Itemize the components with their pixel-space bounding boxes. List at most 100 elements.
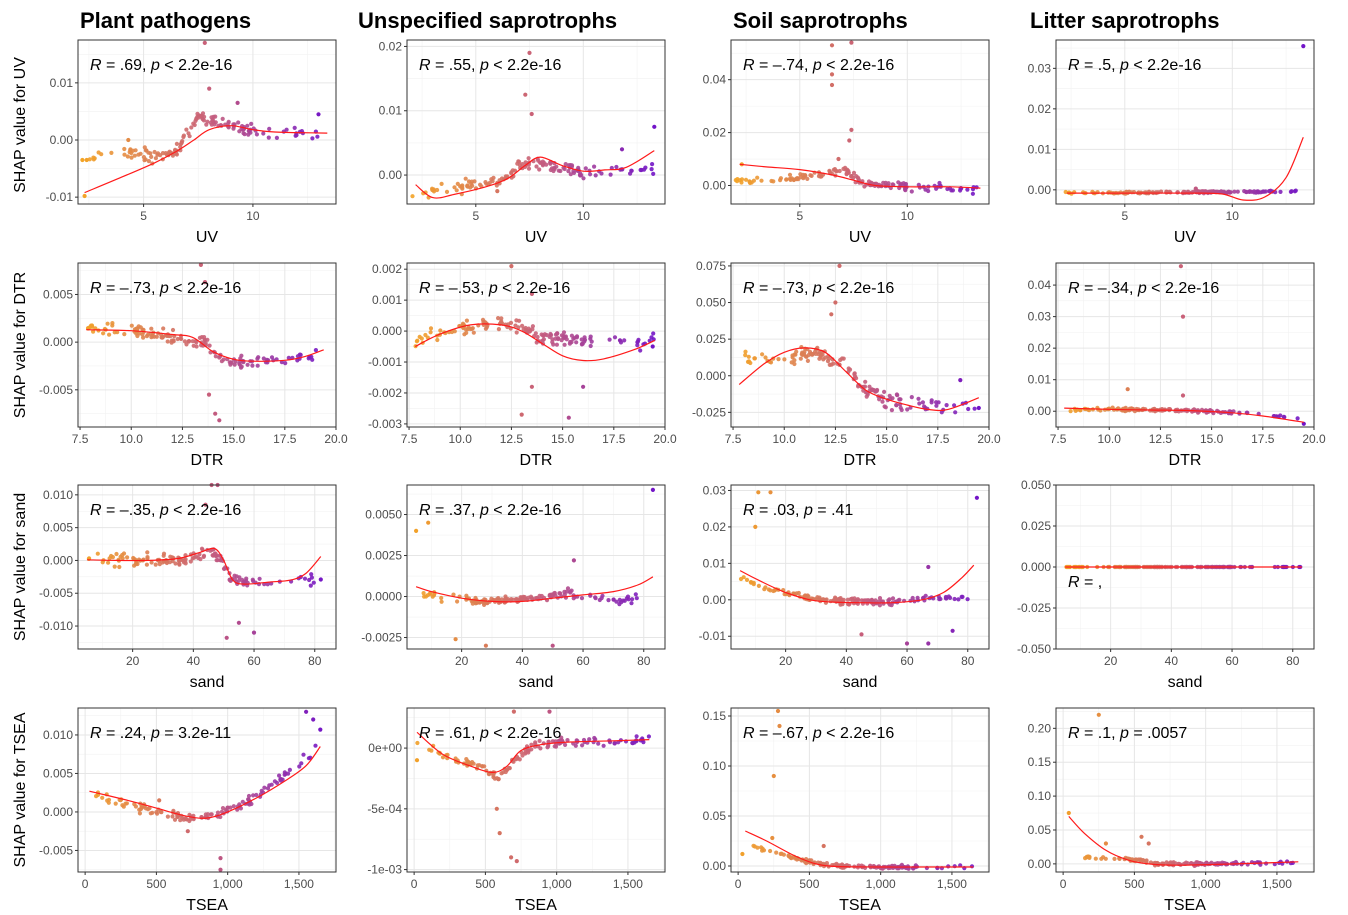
- loess-fit-line: [1066, 136, 1304, 201]
- data-point: [587, 737, 592, 742]
- data-point: [606, 598, 611, 603]
- data-point: [541, 333, 546, 338]
- annotation-p-value: < 2.2e-16: [160, 57, 233, 74]
- data-point: [952, 403, 957, 408]
- data-point: [792, 358, 797, 363]
- data-point: [641, 740, 646, 745]
- data-point: [626, 597, 631, 602]
- y-tick-label: 0.02: [379, 39, 403, 53]
- data-point: [1262, 189, 1267, 194]
- x-tick-label: 80: [637, 654, 651, 668]
- x-tick-label: 17.5: [602, 432, 626, 446]
- data-point: [199, 113, 204, 118]
- data-point: [638, 348, 643, 353]
- data-point: [94, 794, 99, 799]
- data-point: [609, 165, 614, 171]
- scatter-points: [738, 490, 980, 646]
- data-point: [218, 867, 223, 872]
- data-point: [1278, 189, 1283, 194]
- data-point: [890, 396, 895, 401]
- data-point: [1078, 408, 1083, 413]
- data-point: [168, 334, 173, 339]
- column-title-soil-saprotrophs: Soil saprotrophs: [733, 8, 908, 33]
- data-point: [91, 155, 96, 160]
- data-point: [1293, 188, 1298, 193]
- data-point: [186, 339, 192, 344]
- data-point: [125, 154, 130, 159]
- data-point: [165, 814, 170, 819]
- data-point: [894, 403, 899, 408]
- annotation-p-symbol: p: [479, 725, 489, 742]
- x-tick-label: 15.0: [222, 432, 246, 446]
- data-point: [121, 804, 126, 809]
- data-point: [145, 550, 150, 555]
- data-point: [529, 111, 534, 117]
- data-point: [250, 363, 255, 368]
- data-point: [633, 592, 638, 597]
- data-point: [262, 785, 267, 790]
- data-point: [972, 406, 977, 411]
- data-point: [934, 403, 939, 408]
- y-tick-label: 0.000: [696, 369, 726, 383]
- annotation-r-symbol: R: [419, 502, 431, 519]
- data-point: [817, 595, 822, 600]
- data-point: [307, 577, 312, 583]
- data-point: [509, 170, 514, 175]
- data-point: [311, 717, 316, 722]
- data-point: [471, 330, 476, 335]
- data-point: [974, 495, 980, 500]
- data-point: [220, 116, 225, 121]
- data-point: [651, 171, 656, 176]
- data-point: [414, 339, 419, 344]
- data-point: [965, 187, 970, 192]
- x-tick-label: 20.0: [653, 432, 677, 446]
- data-point: [898, 397, 903, 402]
- data-point: [864, 394, 869, 399]
- correlation-annotation: R = –.34, p < 2.2e-16: [1068, 280, 1219, 297]
- data-point: [890, 596, 896, 601]
- data-point: [297, 764, 302, 769]
- loess-fit-line: [416, 731, 650, 774]
- panel-2-3: 20 40 60 80 0.050 0.025 0.000 -0.025 -0.050 sand R…: [1017, 478, 1315, 691]
- data-point: [188, 559, 193, 564]
- data-point: [245, 123, 250, 128]
- x-tick-label: 20: [779, 654, 793, 668]
- data-point: [588, 343, 593, 349]
- data-point: [651, 331, 656, 336]
- data-point: [112, 564, 117, 569]
- data-point: [824, 861, 830, 866]
- data-point: [548, 331, 553, 337]
- x-axis-label: sand: [519, 674, 554, 691]
- data-point: [580, 341, 585, 346]
- data-point: [760, 352, 765, 357]
- data-point: [1223, 190, 1228, 195]
- annotation-r-symbol: R: [419, 725, 431, 742]
- data-point: [796, 590, 801, 596]
- data-point: [153, 156, 158, 161]
- data-point: [237, 129, 242, 134]
- annotation-r-value: = .1,: [1080, 725, 1120, 742]
- data-point: [521, 327, 526, 332]
- data-point: [630, 741, 635, 746]
- data-point: [1256, 190, 1261, 195]
- x-tick-label: 20: [1104, 654, 1118, 668]
- data-point: [743, 349, 748, 354]
- data-point: [1209, 860, 1214, 865]
- data-point: [1244, 189, 1249, 195]
- data-point: [753, 524, 758, 530]
- data-point: [82, 193, 87, 199]
- loess-fit-line: [414, 323, 656, 362]
- y-tick-label: 0.04: [703, 73, 727, 87]
- data-point: [129, 155, 134, 160]
- correlation-annotation: R = .24, p = 3.2e-11: [90, 725, 231, 742]
- data-point: [1193, 186, 1198, 191]
- data-point: [246, 793, 252, 799]
- data-point: [120, 552, 125, 558]
- data-point: [744, 577, 750, 583]
- data-point: [650, 162, 655, 167]
- annotation-p-symbol: p: [812, 280, 822, 297]
- data-point: [566, 415, 571, 420]
- data-point: [952, 864, 957, 869]
- x-tick-label: 12.5: [1149, 432, 1173, 446]
- data-point: [612, 335, 618, 340]
